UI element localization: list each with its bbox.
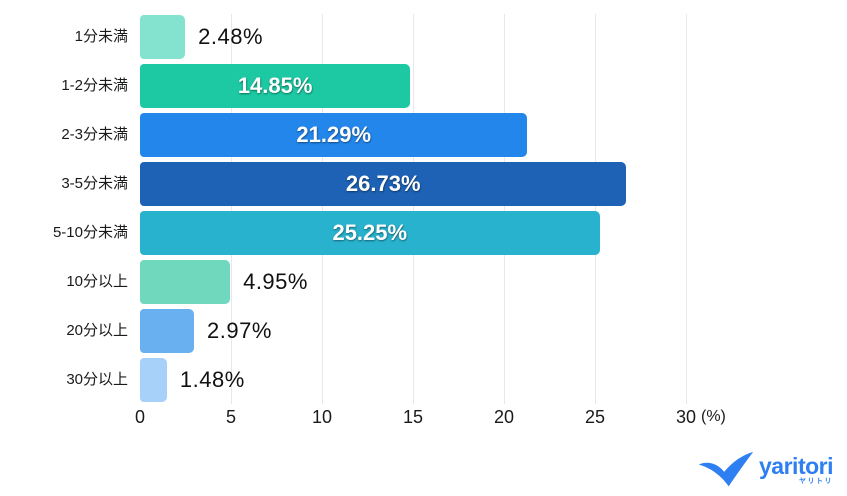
bar (140, 211, 600, 255)
bar (140, 260, 231, 304)
bar (140, 113, 528, 157)
bar (140, 309, 195, 353)
x-tick-label: 0 (134, 407, 146, 427)
value-label: 14.85% (237, 73, 313, 98)
logo-subtext: ヤリトリ (799, 478, 833, 485)
logo-text: yaritori (759, 453, 833, 479)
gridline (231, 14, 232, 404)
value-label: 2.97% (207, 318, 272, 343)
category-label: 30分以上 (66, 371, 128, 388)
chart-row: 20分以上 2.97% (0, 309, 847, 353)
chart-row: 10分以上 4.95% (0, 260, 847, 304)
gridline (413, 14, 414, 404)
category-label: 1分未満 (74, 28, 128, 45)
gridline (504, 14, 505, 404)
category-label: 3-5分未満 (61, 175, 128, 192)
value-label: 4.95% (243, 269, 308, 294)
category-label: 2-3分未満 (61, 126, 128, 143)
chart-row: 30分以上 1.48% (0, 358, 847, 402)
chart-row: 1-2分未満 14.85% (0, 64, 847, 108)
bar (140, 162, 627, 206)
yaritori-logo: yaritori ヤリトリ (697, 450, 833, 490)
x-tick-label: 5 (225, 407, 237, 427)
chart-row: 2-3分未満 21.29% (0, 113, 847, 157)
x-tick-label: 25 (584, 407, 606, 427)
chart-row: 1分未満 2.48% (0, 15, 847, 59)
category-label: 20分以上 (66, 322, 128, 339)
yaritori-bird-icon (698, 451, 754, 487)
value-label: 26.73% (345, 171, 421, 196)
value-label: 1.48% (179, 367, 245, 392)
bar (140, 64, 411, 108)
bar (140, 15, 186, 59)
chart-row: 5-10分未満 25.25% (0, 211, 847, 255)
gridline (595, 14, 596, 404)
logo-text-column: yaritori ヤリトリ (759, 453, 833, 486)
value-label: 25.25% (332, 220, 408, 245)
x-tick-label: 30 (675, 407, 697, 427)
value-label: 2.48% (198, 24, 264, 49)
category-label: 10分以上 (66, 273, 128, 290)
x-tick-label: 15 (402, 407, 424, 427)
x-axis-unit-label: (%) (701, 408, 726, 425)
gridline (686, 14, 687, 404)
category-label: 1-2分未満 (61, 77, 128, 94)
chart-row: 3-5分未満 26.73% (0, 162, 847, 206)
value-label: 21.29% (296, 122, 372, 147)
x-tick-label: 20 (493, 407, 515, 427)
bar (140, 358, 167, 402)
x-tick-label: 10 (311, 407, 333, 427)
category-label: 5-10分未満 (52, 224, 128, 241)
gridline (322, 14, 323, 404)
